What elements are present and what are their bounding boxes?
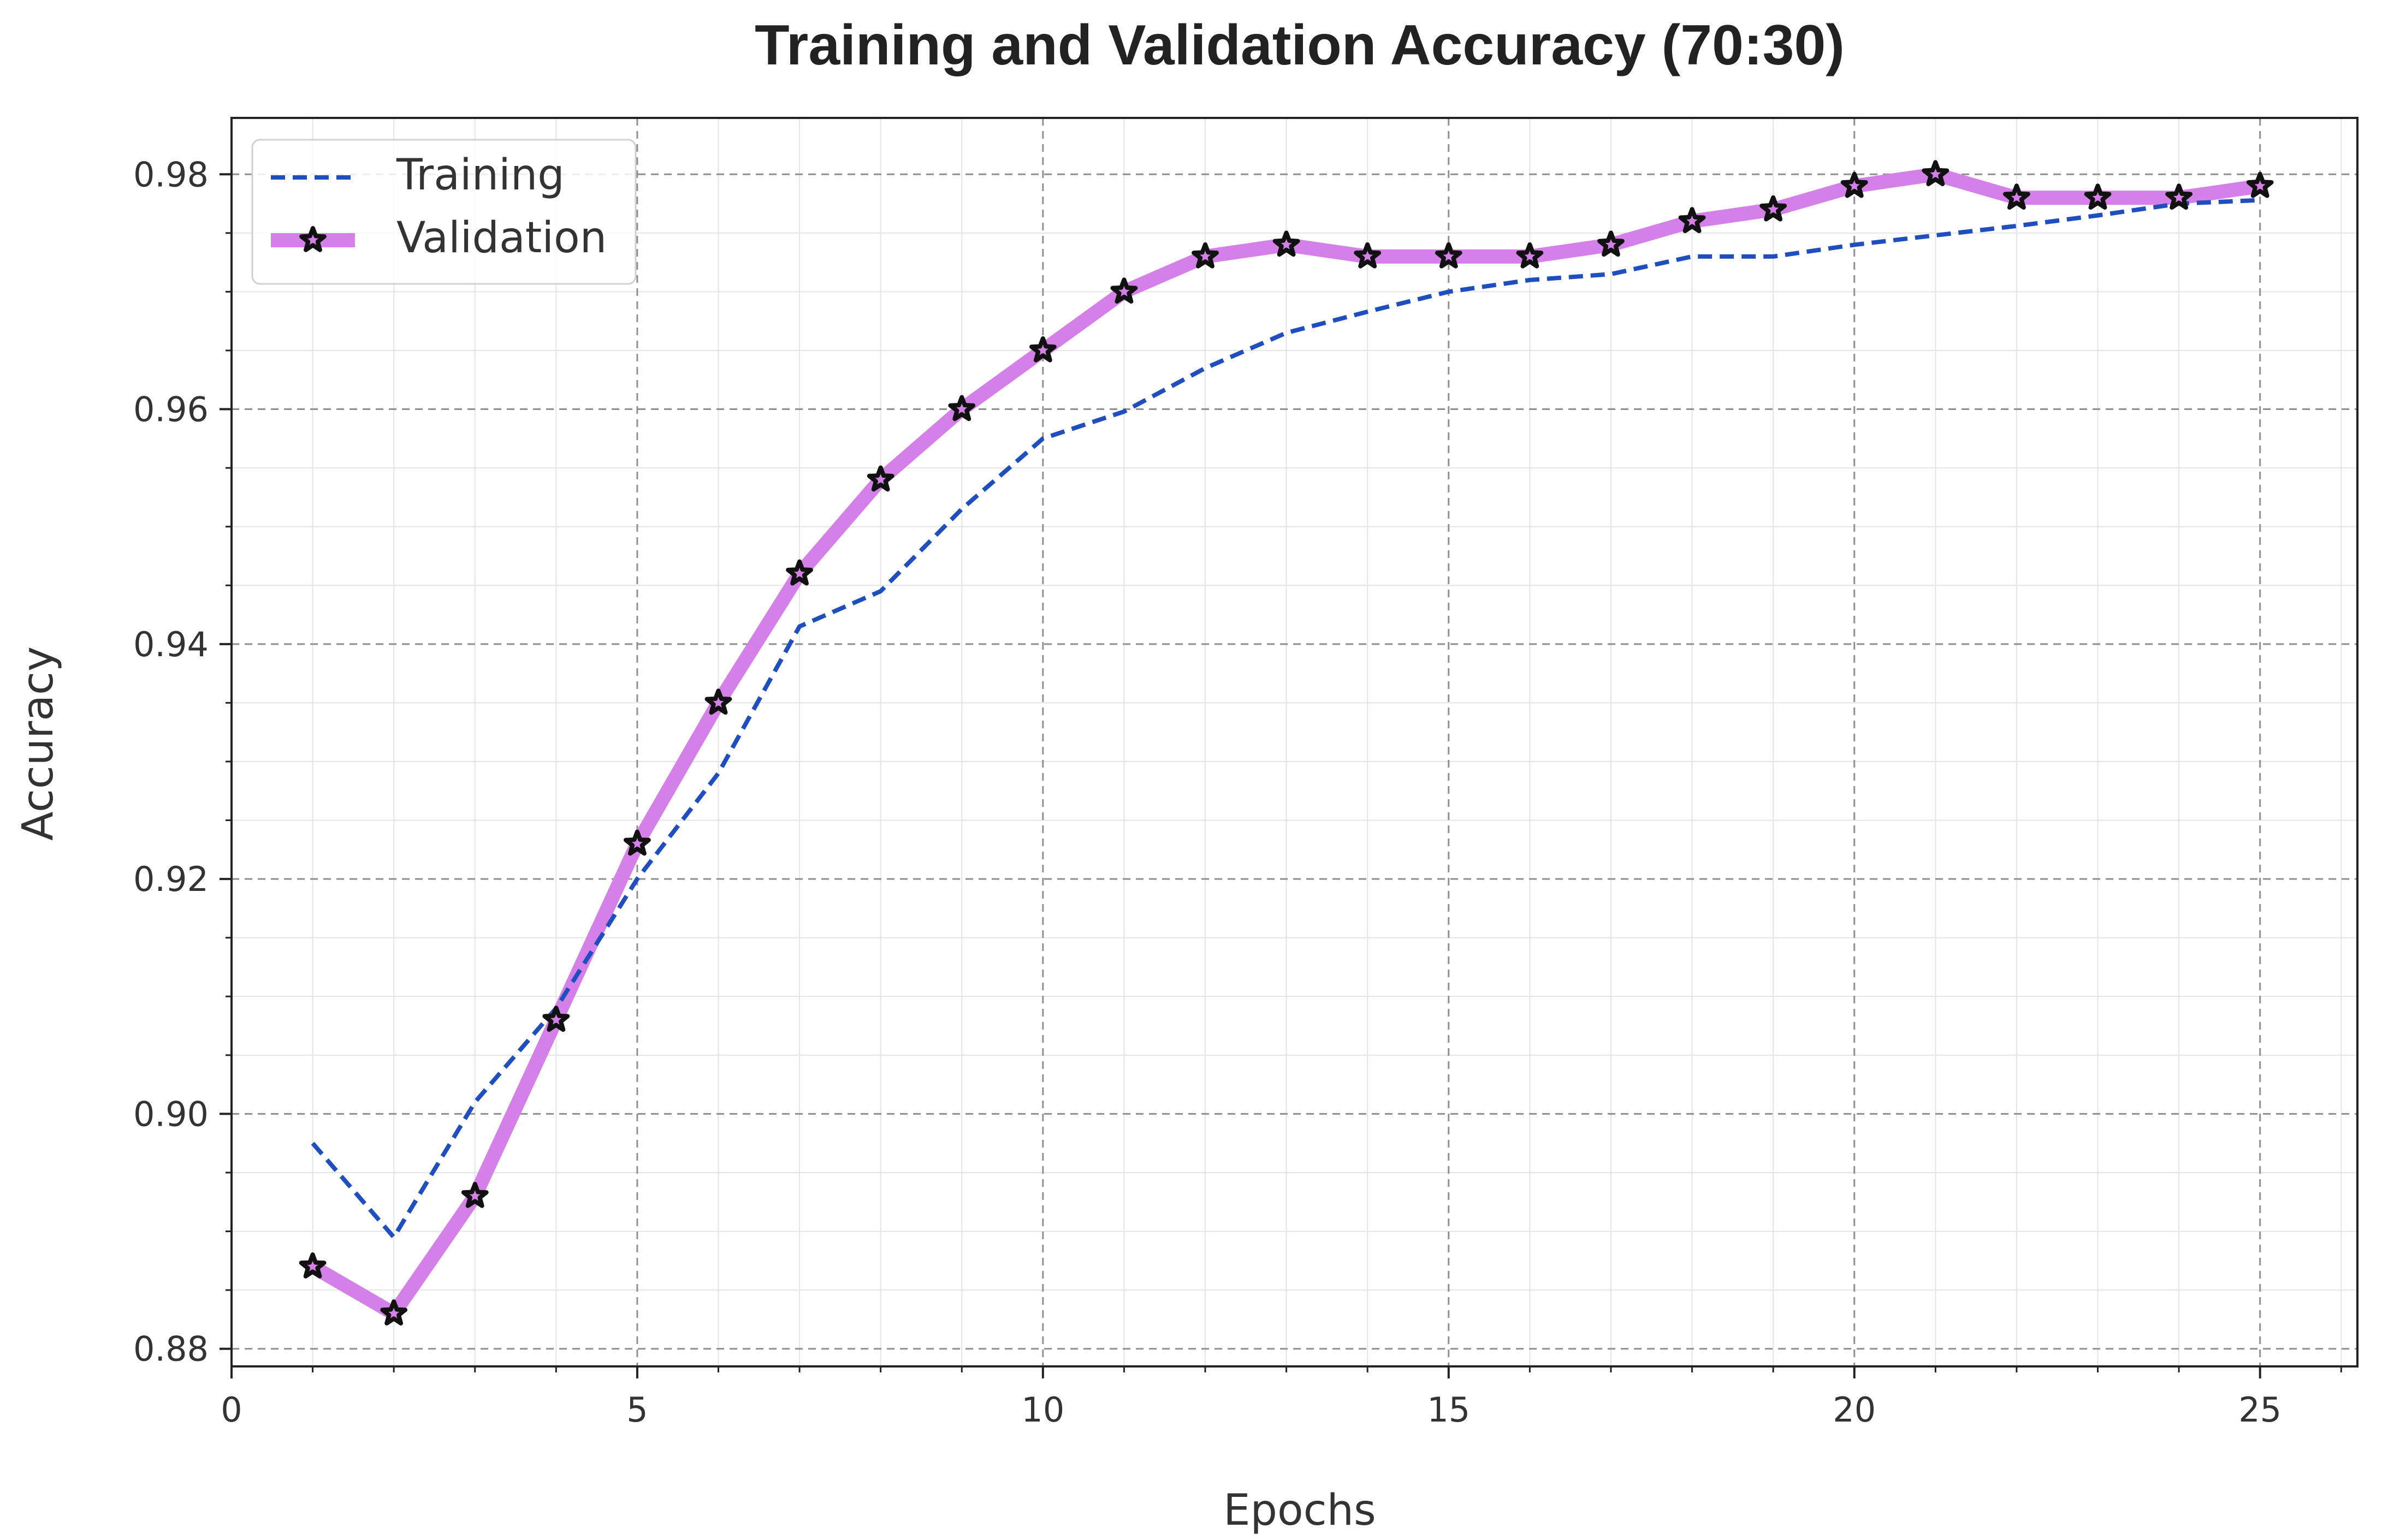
ticks-layer: 0 5 10 15 20 25 0.88 0.90 0.92 0.94 0.96 0.98 [133, 154, 2342, 1430]
legend-validation-marker [299, 226, 327, 252]
x-axis-label: Epochs [1223, 1486, 1376, 1535]
x-tick-label: 10 [1021, 1390, 1064, 1430]
series-layer [299, 160, 2274, 1325]
x-tick-label: 15 [1427, 1390, 1470, 1430]
validation-point [1110, 277, 1138, 304]
y-tick-label: 0.94 [133, 625, 209, 664]
validation-point [380, 1299, 408, 1325]
validation-point [2084, 183, 2112, 210]
training-line [311, 198, 2260, 1240]
validation-point [1922, 160, 1949, 187]
validation-point [1435, 242, 1462, 269]
validation-point [542, 1006, 570, 1032]
x-tick-label: 0 [221, 1390, 242, 1430]
validation-point [2165, 183, 2192, 210]
validation-point [786, 559, 813, 586]
validation-point [1759, 195, 1787, 222]
validation-point [461, 1182, 489, 1208]
validation-point [1516, 242, 1544, 269]
x-tick-label: 25 [2238, 1390, 2282, 1430]
minor-grid [232, 118, 2357, 1366]
validation-point [1029, 336, 1057, 362]
validation-point [1192, 242, 1219, 269]
x-tick-label: 20 [1833, 1390, 1876, 1430]
validation-point [1678, 207, 1706, 234]
y-tick-label: 0.88 [133, 1329, 209, 1369]
plot-frame [230, 117, 2359, 1367]
validation-point [867, 465, 894, 492]
y-tick-label: 0.92 [133, 859, 209, 899]
y-tick-label: 0.96 [133, 390, 209, 430]
validation-point [299, 1252, 327, 1279]
y-axis-label: Accuracy [14, 646, 63, 841]
chart-title: Training and Validation Accuracy (70:30) [755, 14, 1845, 77]
validation-point [1354, 242, 1382, 269]
validation-point [704, 688, 732, 715]
validation-point [2003, 183, 2030, 210]
validation-point [2246, 171, 2274, 198]
y-tick-label: 0.98 [133, 154, 209, 194]
legend: Training Validation [251, 139, 637, 285]
validation-point [1840, 171, 1868, 198]
legend-validation-label: Validation [396, 213, 607, 263]
validation-point [1272, 230, 1300, 257]
x-tick-label: 5 [626, 1390, 648, 1430]
validation-point [1597, 230, 1625, 257]
validation-point [624, 829, 651, 856]
legend-training-label: Training [396, 151, 565, 200]
y-tick-label: 0.90 [133, 1094, 209, 1134]
validation-point [948, 395, 976, 421]
